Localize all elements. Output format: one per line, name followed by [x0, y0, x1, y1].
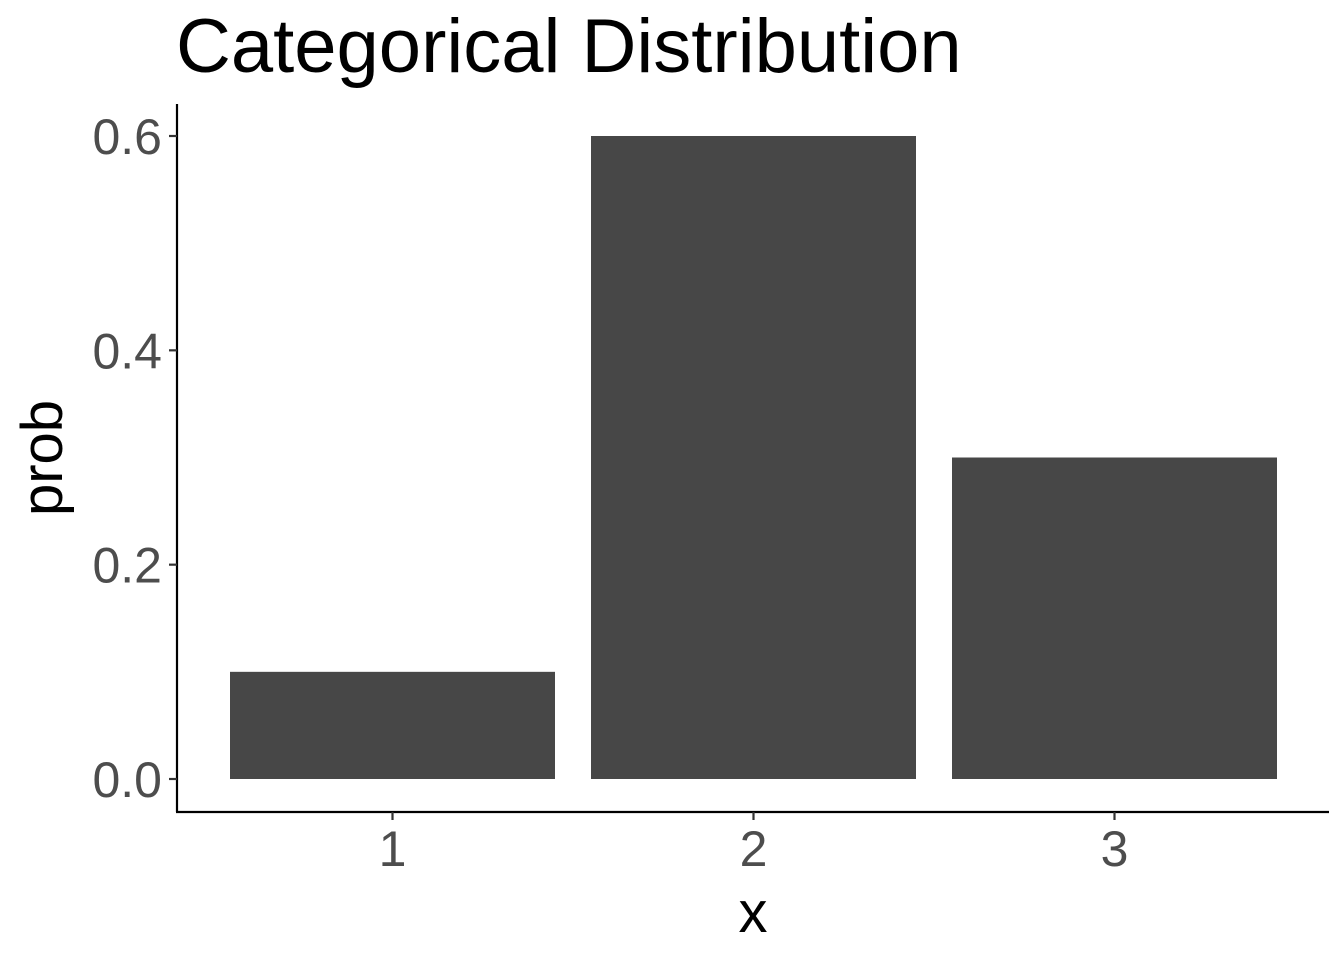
chart-title: Categorical Distribution — [176, 4, 962, 89]
bar-3 — [952, 457, 1277, 779]
y-tick-label: 0.6 — [92, 109, 162, 165]
y-tick-label: 0.4 — [92, 323, 162, 379]
y-tick-label: 0.2 — [92, 538, 162, 594]
x-tick-label: 1 — [379, 821, 407, 877]
x-axis-title: x — [739, 880, 768, 945]
bars-group — [230, 136, 1277, 779]
y-axis-title: prob — [10, 400, 75, 516]
bar-2 — [591, 136, 916, 779]
x-tick-label: 3 — [1101, 821, 1129, 877]
x-tick-label: 2 — [740, 821, 768, 877]
y-axis-ticks: 0.0 0.2 0.4 0.6 — [92, 109, 177, 808]
bar-1 — [230, 671, 555, 779]
x-axis-ticks: 1 2 3 — [379, 812, 1129, 877]
y-tick-label: 0.0 — [92, 752, 162, 808]
